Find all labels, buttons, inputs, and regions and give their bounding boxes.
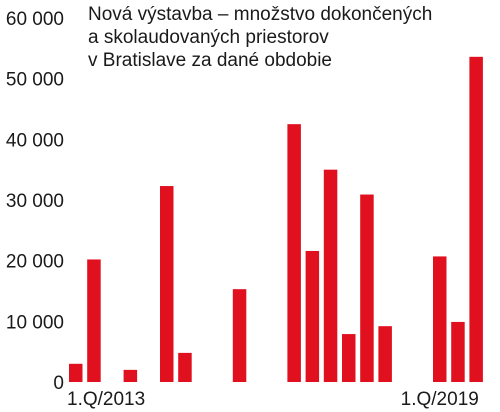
y-tick-label: 50 000 [6, 70, 64, 91]
bar [469, 56, 483, 383]
bar [305, 250, 320, 382]
chart-title-line-2: a skolaudovaných priestorov [88, 27, 329, 48]
bar [232, 289, 247, 382]
bar [87, 259, 101, 382]
y-tick-label: 10 000 [6, 312, 64, 333]
y-tick-label: 20 000 [6, 252, 64, 273]
bar [378, 326, 392, 382]
bar [342, 334, 356, 382]
bar [160, 186, 174, 382]
bar [323, 169, 338, 382]
y-tick-label: 30 000 [6, 191, 64, 212]
bars [69, 56, 483, 383]
y-tick-label: 40 000 [6, 130, 64, 151]
y-tick-label: 0 [53, 373, 64, 394]
bar [360, 194, 374, 382]
bar [178, 352, 192, 382]
chart-title-line-3: v Bratislave za dané obdobie [88, 50, 332, 71]
x-axis-label: 1.Q/2019 [401, 389, 479, 410]
bar [123, 369, 138, 382]
y-tick-label: 60 000 [6, 9, 64, 30]
x-axis-label: 1.Q/2013 [67, 389, 145, 410]
bar [69, 363, 83, 382]
bar [451, 321, 465, 382]
chart-title-line-1: Nová výstavba – množstvo dokončených [88, 4, 432, 25]
bar [433, 256, 447, 382]
bar [287, 124, 301, 383]
y-axis-tick-labels: 0 10 000 20 000 30 000 40 000 50 000 60 000 [6, 9, 64, 394]
x-axis-labels: 1.Q/2013 1.Q/2019 [67, 389, 479, 410]
